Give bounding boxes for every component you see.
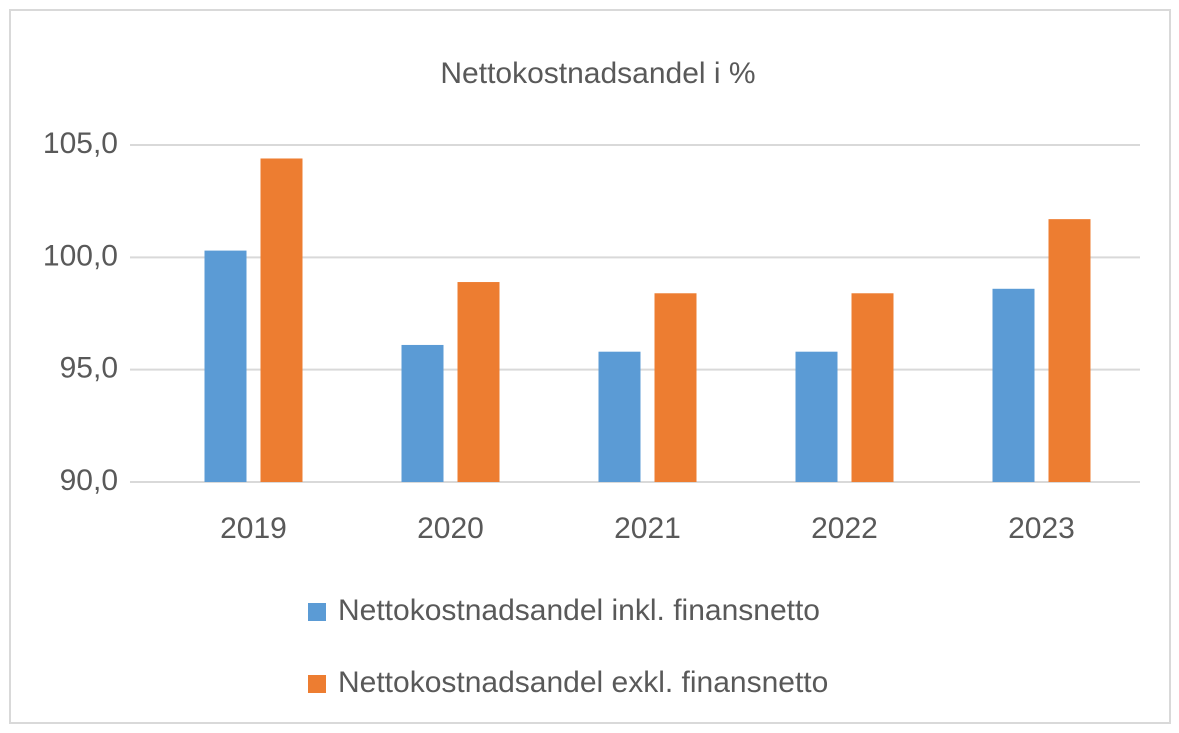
bar bbox=[992, 288, 1035, 482]
bar bbox=[1048, 219, 1091, 482]
bar bbox=[851, 293, 894, 482]
legend-swatch bbox=[308, 603, 326, 621]
x-tick-label: 2019 bbox=[220, 512, 287, 545]
bar bbox=[654, 293, 697, 482]
chart-border bbox=[9, 9, 1171, 724]
y-tick-label: 100,0 bbox=[43, 239, 118, 272]
x-tick-label: 2020 bbox=[417, 512, 484, 545]
legend-swatch bbox=[308, 675, 326, 693]
bar bbox=[401, 344, 444, 482]
x-tick-label: 2023 bbox=[1008, 512, 1075, 545]
legend-label: Nettokostnadsandel exkl. finansnetto bbox=[338, 666, 828, 699]
bar bbox=[204, 250, 247, 482]
y-tick-label: 95,0 bbox=[60, 352, 118, 385]
bar bbox=[598, 351, 641, 482]
chart-title: Nettokostnadsandel i % bbox=[440, 57, 755, 90]
x-tick-label: 2022 bbox=[811, 512, 878, 545]
bar bbox=[260, 158, 303, 483]
y-tick-label: 105,0 bbox=[43, 127, 118, 160]
y-tick-label: 90,0 bbox=[60, 464, 118, 497]
legend-label: Nettokostnadsandel inkl. finansnetto bbox=[338, 594, 820, 627]
bar bbox=[795, 351, 838, 482]
bar bbox=[457, 282, 500, 482]
x-tick-label: 2021 bbox=[614, 512, 681, 545]
